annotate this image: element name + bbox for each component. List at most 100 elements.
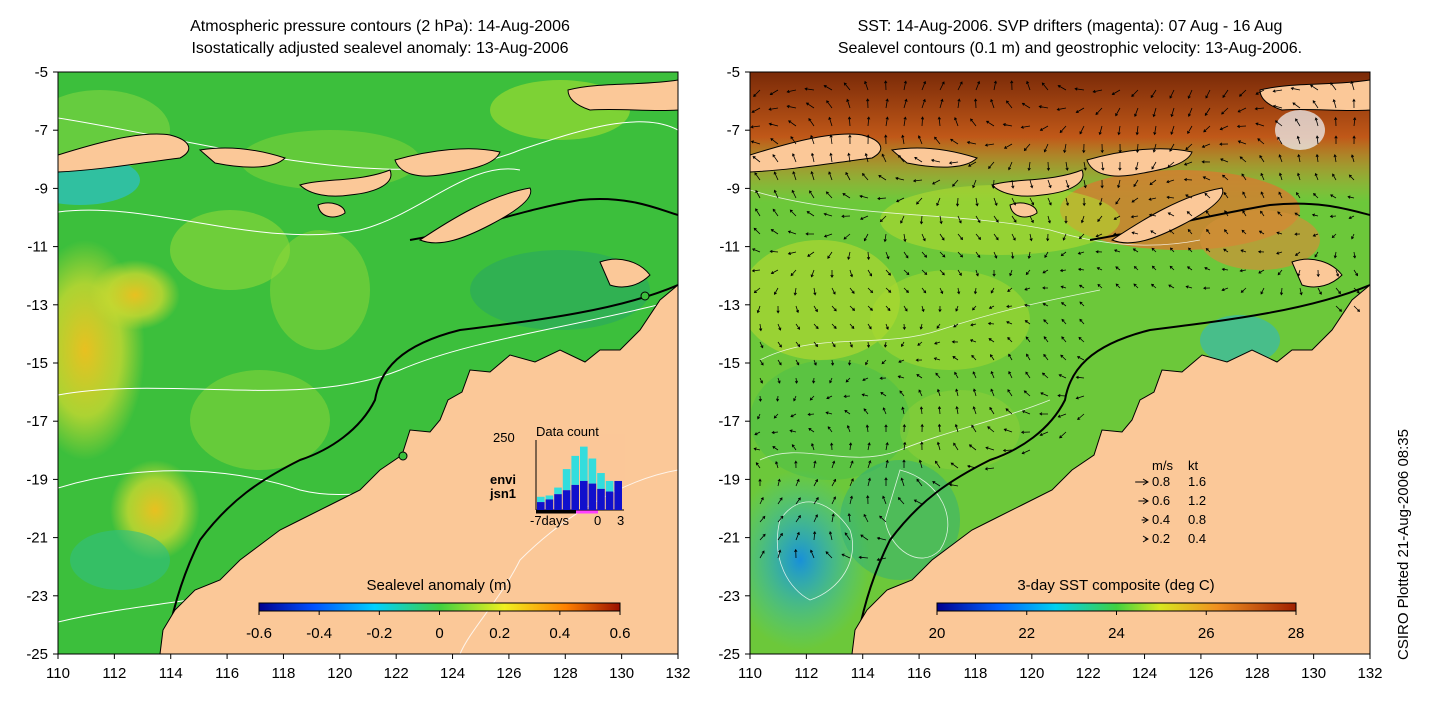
inset-bar-envi (537, 496, 545, 503)
right-lon-tick-label: 112 (794, 665, 818, 682)
velocity-legend-arrow (1141, 516, 1149, 524)
right-lat-tick-label: -11 (719, 239, 740, 256)
right-title-line1: SST: 14-Aug-2006. SVP drifters (magenta)… (857, 18, 1283, 35)
right-panel-title: SST: 14-Aug-2006. SVP drifters (magenta)… (750, 16, 1390, 60)
plot-credit: CSIRO Plotted 21-Aug-2006 08:35 (1395, 429, 1412, 660)
australia-land-right (851, 284, 1370, 654)
right-lon-tick-label: 118 (963, 665, 987, 682)
left-lat-tick-label: -19 (26, 471, 48, 488)
right-colorbar-tick-label: 24 (1108, 625, 1125, 642)
inset-x-label-zero: 0 (594, 513, 601, 528)
right-lat-tick-label: -17 (718, 413, 740, 430)
inset-bar-jsn1 (605, 491, 614, 510)
left-lat-tick-label: -5 (35, 64, 48, 81)
right-lon-tick-label: 130 (1301, 665, 1326, 682)
right-lat-tick-label: -5 (727, 64, 740, 81)
left-lat-tick-label: -7 (35, 122, 48, 139)
australia-land (159, 284, 678, 654)
velocity-legend-ms: 0.2 (1152, 531, 1170, 546)
inset-bar-envi (597, 473, 605, 489)
left-lat-tick-label: -23 (26, 588, 48, 605)
left-lon-tick-label: 128 (553, 665, 578, 682)
inset-ymax-label: 250 (493, 430, 515, 445)
left-lon-tick-label: 112 (102, 665, 126, 682)
right-lat-tick-label: -9 (727, 180, 740, 197)
inset-bar-envi (554, 487, 562, 495)
left-lon-tick-label: 130 (609, 665, 634, 682)
left-colorbar-tick-label: 0.2 (489, 625, 510, 642)
left-lat-tick-label: -15 (26, 355, 48, 372)
velocity-legend: m/s kt 0.8 1.6 0.6 1.2 0.4 0.8 0.2 0.4 (1135, 458, 1206, 546)
velocity-legend-kt: 1.2 (1188, 493, 1206, 508)
left-colorbar-tick-label: 0 (435, 625, 443, 642)
velocity-legend-kt: 0.8 (1188, 512, 1206, 527)
left-lat-tick-label: -17 (26, 413, 48, 430)
right-colorbar-tick-label: 26 (1198, 625, 1215, 642)
data-count-inset: Data count 250 envi jsn1 -7days 0 3 (489, 424, 624, 528)
left-lon-tick-label: 122 (384, 665, 409, 682)
geostrophic-velocity-arrows (750, 80, 1361, 562)
right-lon-tick-label: 110 (738, 665, 762, 682)
inset-bar-envi (588, 458, 597, 484)
inset-bar-jsn1 (580, 480, 588, 510)
velocity-legend-arrow (1135, 478, 1149, 486)
right-lon-tick-label: 120 (1019, 665, 1044, 682)
left-lon-tick-label: 132 (665, 665, 690, 682)
inset-bar-envi (580, 446, 588, 481)
inset-x-label-start: -7days (530, 513, 570, 528)
velocity-legend-arrow (1142, 535, 1149, 543)
inset-bar-jsn1 (571, 484, 579, 510)
right-lat-tick-label: -23 (718, 588, 740, 605)
right-lat-tick-label: -13 (718, 297, 740, 314)
right-colorbar-label: 3-day SST composite (deg C) (1017, 577, 1214, 594)
left-lon-tick-label: 110 (46, 665, 70, 682)
right-lat-tick-label: -15 (718, 355, 740, 372)
inset-bar-jsn1 (554, 494, 562, 510)
left-lat-tick-label: -21 (26, 530, 48, 547)
left-colorbar-tick-label: -0.2 (366, 625, 392, 642)
left-lon-tick-label: 114 (159, 665, 183, 682)
inset-bar-jsn1 (588, 483, 597, 510)
inset-x-label-end: 3 (617, 513, 624, 528)
right-lon-tick-label: 128 (1245, 665, 1270, 682)
right-lon-tick-label: 132 (1357, 665, 1382, 682)
right-lat-tick-label: -21 (718, 530, 740, 547)
right-lat-tick-label: -7 (727, 122, 740, 139)
inset-bar-jsn1 (545, 499, 554, 510)
inset-legend-jsn1: jsn1 (489, 486, 516, 501)
left-lon-tick-label: 124 (440, 665, 465, 682)
left-colorbar-tick-label: 0.4 (549, 625, 570, 642)
left-lat-tick-label: -25 (26, 646, 48, 663)
right-lon-tick-label: 124 (1132, 665, 1157, 682)
right-lon-tick-label: 116 (907, 665, 931, 682)
inset-legend-envi: envi (490, 472, 516, 487)
inset-bar-envi (605, 480, 614, 492)
left-lon-tick-label: 118 (271, 665, 295, 682)
inset-title: Data count (536, 424, 599, 439)
inset-bar-jsn1 (597, 488, 605, 510)
left-lon-tick-label: 120 (327, 665, 352, 682)
right-colorbar: 3-day SST composite (deg C) 20 22 24 26 28 (929, 577, 1305, 642)
left-colorbar: Sealevel anomaly (m) -0.6 -0.4 -0.2 0 0.2 0.4… (246, 577, 630, 642)
left-colorbar-label: Sealevel anomaly (m) (366, 577, 511, 594)
right-lon-tick-label: 126 (1188, 665, 1213, 682)
velocity-legend-unit-ms: m/s (1152, 458, 1173, 473)
left-panel-title: Atmospheric pressure contours (2 hPa): 1… (80, 16, 680, 60)
left-title-line2: Isostatically adjusted sealevel anomaly:… (191, 40, 569, 57)
velocity-legend-ms: 0.6 (1152, 493, 1170, 508)
inset-bar-jsn1 (614, 480, 622, 510)
inset-bar-jsn1 (537, 502, 545, 510)
right-title-line2: Sealevel contours (0.1 m) and geostrophi… (837, 40, 1303, 57)
right-lon-tick-label: 122 (1076, 665, 1101, 682)
left-lat-tick-label: -13 (26, 297, 48, 314)
left-colorbar-tick-label: -0.6 (246, 625, 272, 642)
right-colorbar-tick-label: 22 (1018, 625, 1035, 642)
left-title-line1: Atmospheric pressure contours (2 hPa): 1… (190, 18, 570, 35)
left-lon-tick-label: 116 (215, 665, 239, 682)
velocity-legend-ms: 0.4 (1152, 512, 1170, 527)
left-lon-tick-label: 126 (496, 665, 521, 682)
left-lat-tick-label: -9 (35, 180, 48, 197)
velocity-legend-kt: 1.6 (1188, 474, 1206, 489)
inset-bar-envi (571, 455, 579, 485)
